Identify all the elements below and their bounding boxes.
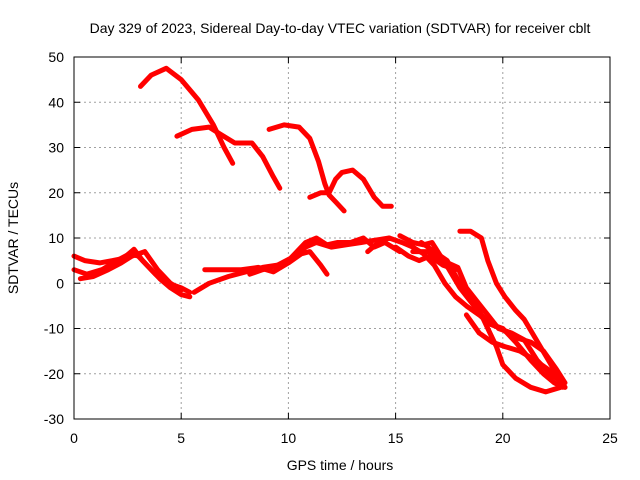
y-tick-label: -30 xyxy=(44,411,64,427)
y-tick-label: 50 xyxy=(48,49,64,65)
x-tick-label: 0 xyxy=(70,430,78,446)
y-tick-label: 30 xyxy=(48,140,64,156)
series-arc-11 xyxy=(365,235,566,390)
series-arc-16 xyxy=(457,228,568,390)
x-tick-label: 20 xyxy=(495,430,511,446)
chart-title: Day 329 of 2023, Sidereal Day-to-day VTE… xyxy=(90,20,591,36)
series-arc-9 xyxy=(202,249,330,277)
y-tick-label: -10 xyxy=(44,321,64,337)
x-tick-label: 25 xyxy=(602,430,618,446)
y-tick-label: 40 xyxy=(48,94,64,110)
series-arc-8 xyxy=(191,235,392,295)
y-tick-label: 20 xyxy=(48,185,64,201)
x-axis-label: GPS time / hours xyxy=(287,457,394,473)
axis-ticks: 0 5 10 15 20 25 -30 -20 -10 0 10 20 30 40 50 xyxy=(44,49,618,446)
y-axis-label: SDTVAR / TECUs xyxy=(5,182,21,294)
y-tick-label: 10 xyxy=(48,230,64,246)
x-tick-label: 5 xyxy=(177,430,185,446)
series-arc-3 xyxy=(266,122,347,214)
series-arc-2 xyxy=(174,124,283,191)
x-tick-label: 10 xyxy=(281,430,297,446)
series-arc-17 xyxy=(463,312,568,390)
data-series xyxy=(71,65,568,395)
grid-lines xyxy=(74,57,610,419)
series-arc-4 xyxy=(307,167,394,209)
series-arc-1 xyxy=(138,65,236,166)
x-tick-label: 15 xyxy=(388,430,404,446)
y-tick-label: -20 xyxy=(44,366,64,382)
series-arc-7 xyxy=(77,249,184,293)
y-tick-label: 0 xyxy=(56,275,64,291)
